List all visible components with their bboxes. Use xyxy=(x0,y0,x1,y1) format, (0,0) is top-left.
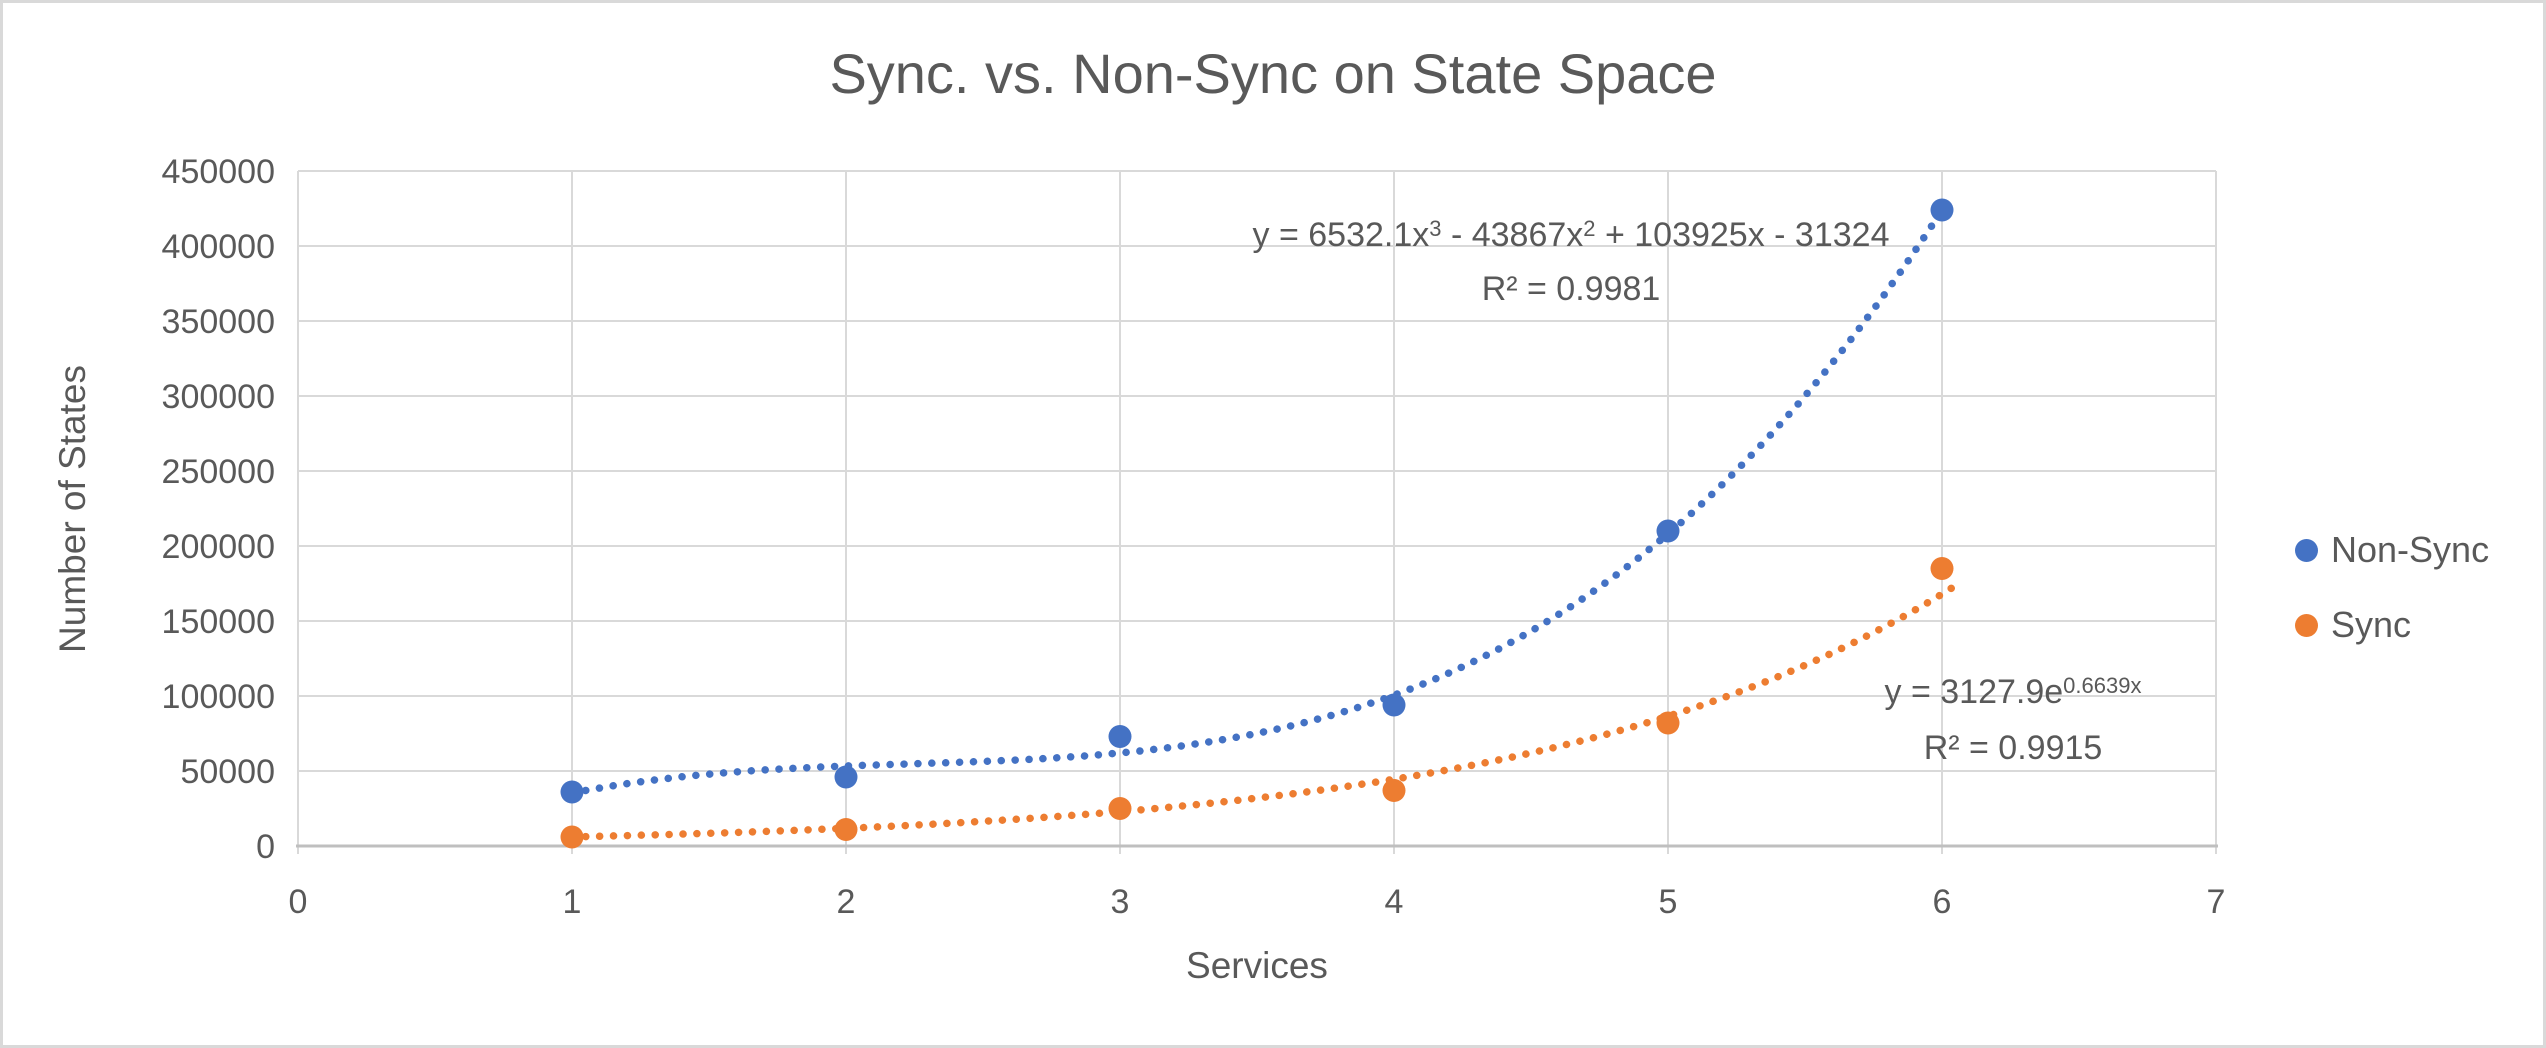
legend-label-sync: Sync xyxy=(2331,604,2412,645)
equation-text: y = 6532.1x xyxy=(1252,216,1430,254)
equation-line: y = 3127.9e0.6639x xyxy=(1813,666,2213,722)
equation-line: y = 6532.1x3 - 43867x2 + 103925x - 31324 xyxy=(1141,210,2001,264)
trendline-non-sync xyxy=(581,218,1938,795)
x-tick-label: 0 xyxy=(289,883,308,921)
legend: Non-Sync Sync xyxy=(2295,525,2489,675)
y-tick-label: 100000 xyxy=(162,678,275,716)
equation-text: + 103925x - 31324 xyxy=(1595,216,1890,254)
y-tick-label: 150000 xyxy=(162,603,275,641)
equation-superscript: 2 xyxy=(1583,216,1596,242)
y-tick-label: 450000 xyxy=(162,153,275,191)
x-tick-label: 6 xyxy=(1933,883,1952,921)
data-point-sync xyxy=(834,818,858,841)
y-tick-label: 250000 xyxy=(162,453,275,491)
y-axis-title: Number of States xyxy=(52,365,93,653)
x-tick-label: 5 xyxy=(1659,883,1678,921)
y-tick-label: 350000 xyxy=(162,303,275,341)
legend-marker-nonsync-icon xyxy=(2295,538,2318,562)
chart-title: Sync. vs. Non-Sync on State Space xyxy=(829,42,1717,105)
data-point-sync xyxy=(1382,779,1406,802)
data-point-sync xyxy=(1930,557,1954,580)
y-tick-label: 400000 xyxy=(162,228,275,266)
legend-item-nonsync: Non-Sync xyxy=(2295,525,2489,575)
x-axis-title: Services xyxy=(1186,945,1328,986)
trendline-sync xyxy=(581,581,1960,841)
r-squared-label: R² = 0.9981 xyxy=(1481,270,1661,308)
data-point-sync xyxy=(560,825,584,849)
data-point-non-sync xyxy=(834,765,858,789)
legend-item-sync: Sync xyxy=(2295,600,2489,650)
r-squared-label: R² = 0.9915 xyxy=(1923,729,2103,767)
data-point-non-sync xyxy=(1382,693,1406,717)
x-tick-label: 3 xyxy=(1111,883,1130,921)
plot-area: 0500001000001500002000002500003000003500… xyxy=(162,153,2226,921)
y-tick-label: 200000 xyxy=(162,528,275,566)
data-point-non-sync xyxy=(1108,725,1132,748)
equation-superscript: 3 xyxy=(1429,216,1442,242)
data-point-non-sync xyxy=(1930,198,1954,222)
equation-text: - 43867x xyxy=(1441,216,1584,254)
equation-superscript: 0.6639x xyxy=(2063,673,2142,699)
y-tick-label: 50000 xyxy=(180,753,275,791)
y-tick-label: 300000 xyxy=(162,378,275,416)
x-tick-label: 1 xyxy=(563,883,582,921)
data-point-sync xyxy=(1656,711,1680,735)
data-point-non-sync xyxy=(560,780,584,804)
x-tick-label: 4 xyxy=(1385,883,1404,921)
data-point-non-sync xyxy=(1656,519,1680,543)
legend-marker-sync-icon xyxy=(2295,613,2318,637)
x-tick-label: 2 xyxy=(837,883,856,921)
legend-label-nonsync: Non-Sync xyxy=(2331,529,2490,570)
x-tick-label: 7 xyxy=(2207,883,2226,921)
trendline-equation-nonsync: y = 6532.1x3 - 43867x2 + 103925x - 31324… xyxy=(1141,210,2001,314)
equation-text: y = 3127.9e xyxy=(1884,673,2064,711)
y-tick-label: 0 xyxy=(256,828,275,866)
trendline-equation-sync: y = 3127.9e0.6639x R² = 0.9915 xyxy=(1813,666,2213,774)
data-point-sync xyxy=(1108,797,1132,820)
